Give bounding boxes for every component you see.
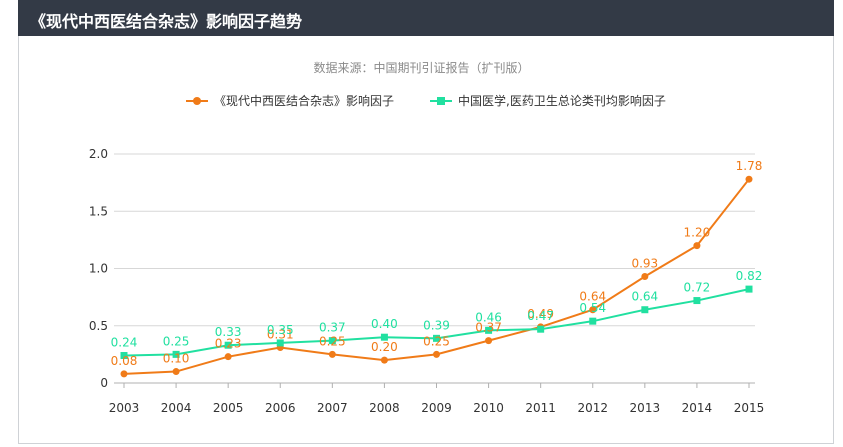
y-tick-label: 1.0 xyxy=(89,262,108,276)
y-tick-label: 1.5 xyxy=(89,204,108,218)
data-point[interactable] xyxy=(380,333,388,341)
data-point[interactable] xyxy=(433,334,440,342)
data-point[interactable] xyxy=(172,368,180,376)
chart-legend: 《现代中西医结合杂志》影响因子 中国医学,医药卫生总论类刊均影响因子 xyxy=(0,92,843,110)
data-point[interactable] xyxy=(328,350,336,358)
legend-marker-square-icon xyxy=(430,96,452,105)
data-point[interactable] xyxy=(537,325,545,333)
title-bar: 《现代中西医结合杂志》影响因子趋势 xyxy=(18,0,834,36)
data-point[interactable] xyxy=(485,337,493,345)
data-label: 1.78 xyxy=(736,159,763,173)
data-source-note: 数据来源：中国期刊引证报告（扩刊版） xyxy=(313,61,530,75)
data-label: 0.25 xyxy=(423,334,450,348)
x-tick-label: 2008 xyxy=(369,401,400,415)
data-point[interactable] xyxy=(745,175,753,183)
data-label: 0.20 xyxy=(371,340,398,354)
legend-label-series-2: 中国医学,医药卫生总论类刊均影响因子 xyxy=(458,94,666,108)
data-label: 0.93 xyxy=(631,257,658,271)
data-point[interactable] xyxy=(641,273,649,281)
x-tick-label: 2003 xyxy=(109,401,140,415)
x-tick-label: 2012 xyxy=(577,401,608,415)
x-tick-label: 2013 xyxy=(630,401,661,415)
data-label: 0.47 xyxy=(527,309,554,323)
data-label: 0.23 xyxy=(215,337,242,351)
data-label: 0.39 xyxy=(423,318,450,332)
data-point[interactable] xyxy=(693,297,701,305)
y-tick-label: 2.0 xyxy=(89,147,108,161)
x-tick-label: 2014 xyxy=(682,401,713,415)
data-label: 0.31 xyxy=(267,328,294,342)
legend-item-series-1[interactable]: 《现代中西医结合杂志》影响因子 xyxy=(186,92,394,109)
data-label: 0.10 xyxy=(163,352,190,366)
x-tick-label: 2005 xyxy=(213,401,244,415)
chart-title: 《现代中西医结合杂志》影响因子趋势 xyxy=(30,12,303,31)
chart-panel xyxy=(18,0,834,444)
data-point[interactable] xyxy=(641,306,649,314)
x-tick-label: 2011 xyxy=(525,401,556,415)
data-label: 0.46 xyxy=(475,310,502,324)
x-tick-label: 2006 xyxy=(265,401,296,415)
data-point[interactable] xyxy=(120,370,128,378)
legend-marker-circle-icon xyxy=(186,96,208,105)
data-label: 1.20 xyxy=(684,226,711,240)
x-tick-label: 2010 xyxy=(473,401,504,415)
data-label: 0.25 xyxy=(163,334,190,348)
data-label: 0.72 xyxy=(684,281,711,295)
data-point[interactable] xyxy=(485,326,493,334)
data-point[interactable] xyxy=(224,341,232,349)
data-label: 0.08 xyxy=(111,354,138,368)
data-point[interactable] xyxy=(224,353,232,361)
data-label: 0.37 xyxy=(475,321,502,335)
data-label: 0.64 xyxy=(631,290,658,304)
data-label: 0.33 xyxy=(215,325,242,339)
data-point[interactable] xyxy=(172,350,180,358)
data-point[interactable] xyxy=(693,242,701,250)
data-label: 0.37 xyxy=(319,321,346,335)
data-label: 0.49 xyxy=(527,307,554,321)
data-point[interactable] xyxy=(120,352,128,360)
data-label: 0.64 xyxy=(579,290,606,304)
legend-item-series-2[interactable]: 中国医学,医药卫生总论类刊均影响因子 xyxy=(430,92,666,109)
data-label: 0.25 xyxy=(319,334,346,348)
x-tick-label: 2015 xyxy=(734,401,765,415)
data-point[interactable] xyxy=(328,337,336,345)
x-tick-label: 2007 xyxy=(317,401,348,415)
data-point[interactable] xyxy=(589,317,597,325)
legend-label-series-1: 《现代中西医结合杂志》影响因子 xyxy=(214,94,395,108)
data-point[interactable] xyxy=(745,285,753,293)
data-point[interactable] xyxy=(276,339,284,347)
data-label: 0.24 xyxy=(111,336,138,350)
data-point[interactable] xyxy=(589,306,597,314)
data-label: 0.35 xyxy=(267,323,294,337)
data-label: 0.54 xyxy=(579,301,606,315)
data-point[interactable] xyxy=(433,350,440,358)
data-label: 0.82 xyxy=(736,269,763,283)
x-tick-label: 2009 xyxy=(421,401,452,415)
y-tick-label: 0.5 xyxy=(89,319,108,333)
data-point[interactable] xyxy=(380,356,388,364)
x-tick-label: 2004 xyxy=(161,401,192,415)
y-tick-label: 0 xyxy=(100,376,108,390)
data-label: 0.40 xyxy=(371,317,398,331)
